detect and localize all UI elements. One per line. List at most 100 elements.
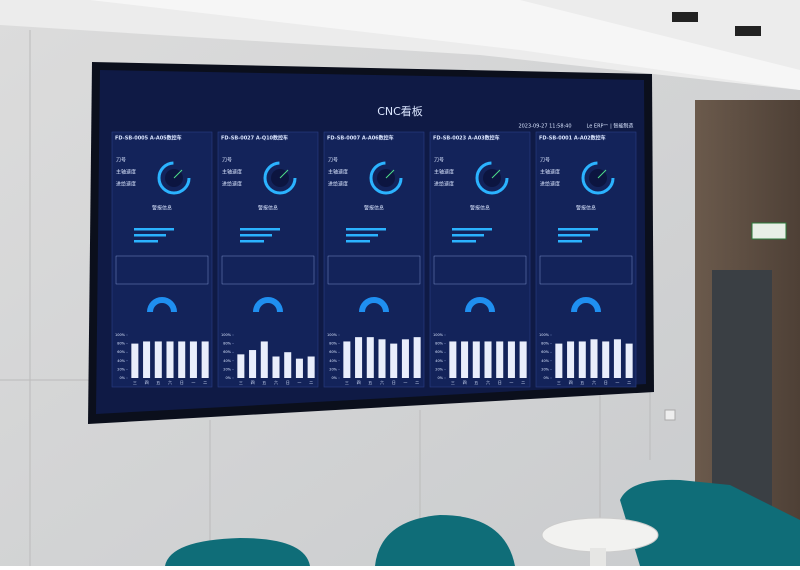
x-tick-label: 六	[380, 379, 384, 385]
bar	[131, 343, 139, 378]
bar	[625, 343, 633, 378]
gauge	[157, 161, 191, 195]
gauge-needle	[385, 169, 395, 179]
x-tick-label: 二	[309, 380, 313, 385]
progress-bar	[134, 240, 158, 243]
y-tick-label: 40%	[329, 359, 337, 363]
gauge-needle	[597, 169, 607, 179]
y-tick-label: 20%	[435, 367, 443, 371]
field-label: 主轴速度	[222, 169, 242, 176]
field-label: 刀号	[222, 158, 232, 164]
bar	[295, 358, 303, 378]
y-tick-label: 80%	[329, 342, 337, 346]
y-tick-label: 80%	[541, 342, 549, 346]
bar	[284, 352, 292, 378]
panel	[217, 131, 319, 388]
bar	[555, 343, 563, 378]
y-tick-label: 60%	[329, 350, 337, 354]
progress-bar	[134, 234, 166, 237]
bar	[143, 341, 151, 378]
info-table	[539, 255, 633, 285]
y-tick-label: 20%	[329, 367, 337, 371]
y-tick-label: 100%	[539, 333, 550, 337]
progress-bar	[240, 234, 272, 237]
x-tick-label: 三	[451, 380, 455, 385]
progress-bar	[346, 240, 370, 243]
x-tick-label: 四	[145, 380, 149, 385]
y-tick-label: 60%	[223, 350, 231, 354]
y-tick-label: 0%	[119, 376, 125, 380]
status-donut	[465, 297, 495, 313]
bar	[237, 354, 245, 378]
bar	[343, 341, 351, 378]
bar	[472, 341, 480, 378]
y-tick-label: 40%	[435, 359, 443, 363]
x-tick-label: 日	[286, 380, 290, 385]
gauge	[369, 161, 403, 195]
status-donut	[571, 297, 601, 313]
x-tick-label: 四	[463, 380, 467, 385]
info-table	[327, 255, 421, 285]
gauge	[581, 161, 615, 195]
field-label: 刀号	[540, 158, 550, 164]
y-tick-label: 60%	[435, 350, 443, 354]
status-donut	[359, 297, 389, 313]
alarm-label: 警报信息	[470, 205, 490, 212]
bar	[390, 343, 398, 378]
bar	[519, 341, 527, 378]
x-tick-label: 三	[239, 380, 243, 385]
x-tick-label: 六	[274, 379, 278, 385]
field-label: 主轴速度	[116, 169, 136, 176]
x-tick-label: 二	[203, 380, 207, 385]
bar	[496, 341, 504, 378]
x-tick-label: 一	[615, 380, 619, 385]
progress-bar	[452, 228, 492, 231]
bar	[461, 341, 469, 378]
y-tick-label: 40%	[117, 359, 125, 363]
progress-bar	[346, 228, 386, 231]
alarm-label: 警报信息	[152, 205, 172, 212]
panel-title: FD-SB-0007 A-A06数控车	[327, 135, 394, 142]
bar	[413, 337, 421, 378]
bar	[567, 341, 575, 378]
y-tick-label: 100%	[115, 333, 126, 337]
x-tick-label: 五	[580, 380, 584, 385]
panel-title: FD-SB-0005 A-A05数控车	[115, 135, 182, 142]
x-tick-label: 四	[569, 380, 573, 385]
x-tick-label: 三	[345, 380, 349, 385]
y-tick-label: 100%	[433, 333, 444, 337]
x-tick-label: 日	[392, 380, 396, 385]
gauge-needle	[173, 169, 183, 179]
field-label: 进给速度	[434, 181, 454, 188]
field-label: 刀号	[328, 158, 338, 164]
bar	[613, 339, 621, 378]
y-tick-label: 80%	[117, 342, 125, 346]
y-tick-label: 0%	[225, 376, 231, 380]
gauge	[263, 161, 297, 195]
bar	[507, 341, 515, 378]
x-tick-label: 六	[592, 379, 596, 385]
x-tick-label: 日	[180, 380, 184, 385]
x-tick-label: 五	[368, 380, 372, 385]
field-label: 主轴速度	[540, 169, 560, 176]
progress-bar	[558, 228, 598, 231]
x-tick-label: 五	[262, 380, 266, 385]
chair	[620, 479, 800, 566]
y-tick-label: 80%	[435, 342, 443, 346]
y-tick-label: 0%	[331, 376, 337, 380]
y-tick-label: 60%	[541, 350, 549, 354]
y-tick-label: 0%	[543, 376, 549, 380]
ceiling-vent	[672, 12, 698, 22]
progress-bar	[558, 240, 582, 243]
x-tick-label: 三	[557, 380, 561, 385]
alarm-label: 警报信息	[258, 205, 278, 212]
bar	[401, 339, 409, 378]
x-tick-label: 六	[486, 379, 490, 385]
gauge	[475, 161, 509, 195]
chair	[375, 515, 515, 566]
bar	[307, 356, 315, 378]
x-tick-label: 五	[156, 380, 160, 385]
y-tick-label: 20%	[223, 367, 231, 371]
y-tick-label: 100%	[221, 333, 232, 337]
x-tick-label: 五	[474, 380, 478, 385]
